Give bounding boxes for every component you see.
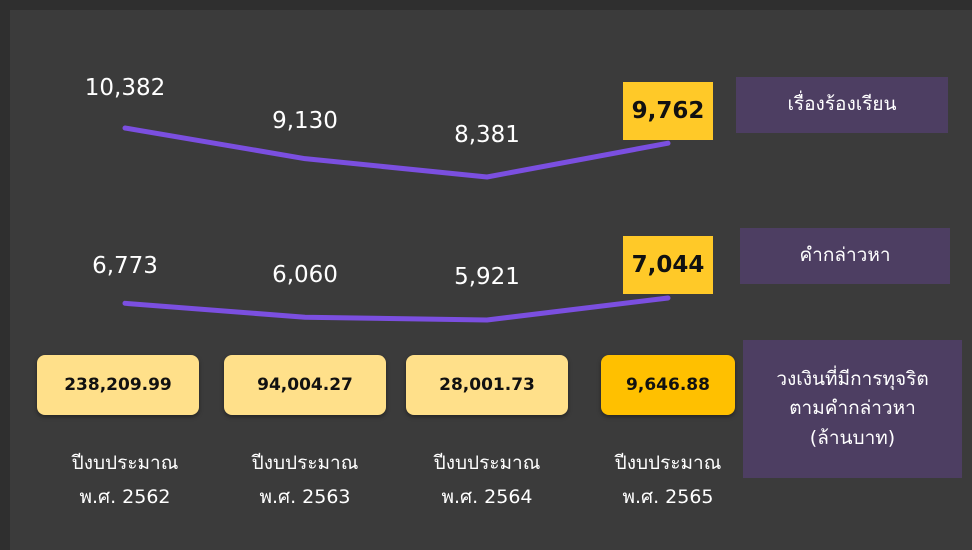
year-label: ปีงบประมาณ พ.ศ. 2564: [433, 452, 541, 509]
series-label: คำกล่าวหา: [740, 228, 950, 284]
infographic: 10,382 9,130 8,381 9,762 เรื่องร้องเรียน 6,77…: [10, 10, 972, 550]
amount-box: 28,001.73: [406, 355, 568, 415]
line-layer: [122, 125, 671, 323]
value-label: 9,130: [272, 107, 338, 134]
year-label: ปีงบประมาณ พ.ศ. 2563: [251, 452, 359, 509]
value-label: 8,381: [454, 122, 520, 148]
amount-label: วงเงินที่มีการทุจริต ตามคำกล่าวหา (ล้านบ…: [743, 340, 962, 478]
value-label: 6,060: [272, 262, 338, 289]
value-label: 6,773: [92, 253, 158, 280]
series-label: เรื่องร้องเรียน: [736, 77, 948, 133]
amount-box: 94,004.27: [224, 355, 386, 415]
amount-box: 238,209.99: [37, 355, 199, 415]
highlight-value: 9,762: [623, 82, 713, 141]
trend-line: [122, 125, 671, 180]
year-label: ปีงบประมาณ พ.ศ. 2565: [614, 452, 722, 509]
year-label: ปีงบประมาณ พ.ศ. 2562: [71, 452, 179, 509]
highlight-value: 7,044: [623, 236, 713, 294]
value-label: 10,382: [84, 75, 166, 101]
value-label: 5,921: [454, 264, 520, 290]
amount-box: 9,646.88: [601, 355, 735, 415]
trend-line: [122, 295, 671, 323]
